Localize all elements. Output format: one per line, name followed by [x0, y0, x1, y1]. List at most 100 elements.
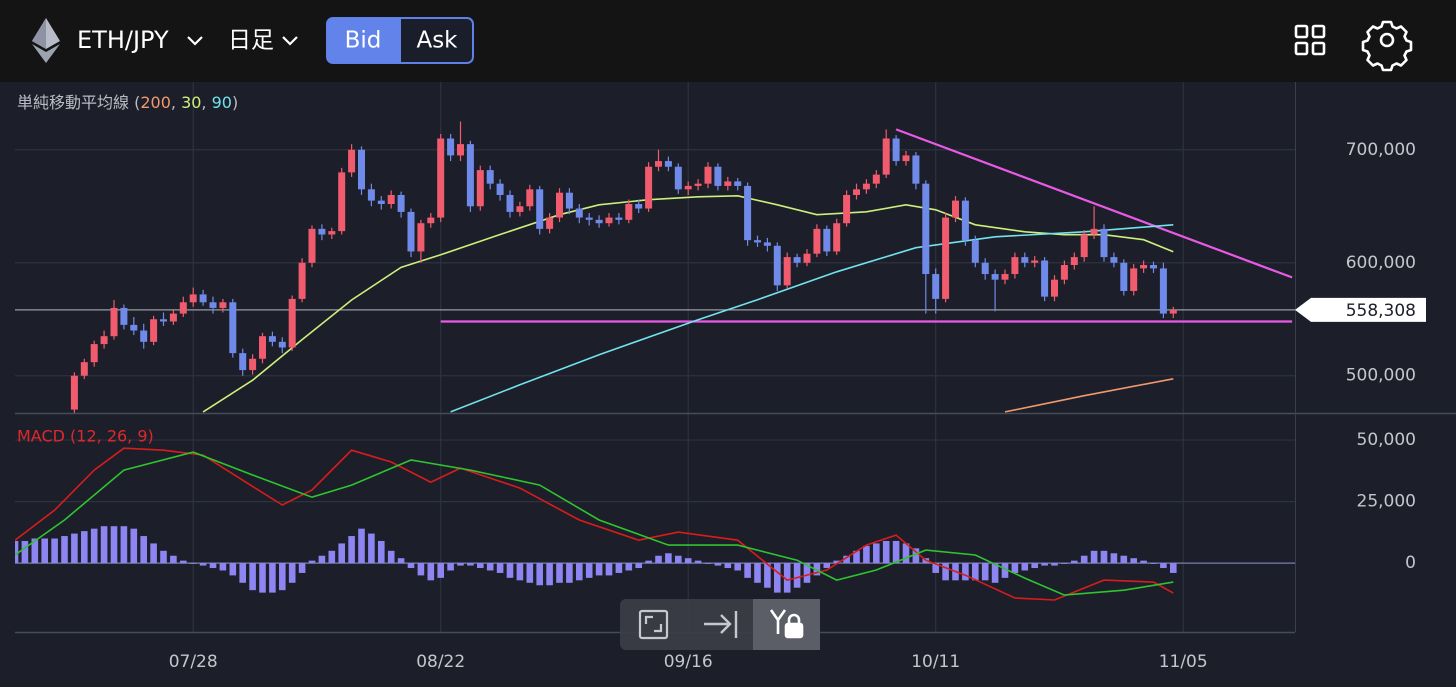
histogram-bar — [288, 563, 296, 583]
candle-body — [605, 217, 613, 224]
x-tick-label: 10/11 — [911, 652, 960, 672]
histogram-bar — [170, 555, 177, 564]
candle-body — [694, 183, 702, 186]
histogram-bar — [645, 560, 652, 564]
histogram-bar — [437, 563, 444, 578]
candle-body — [932, 274, 940, 299]
histogram-bar — [823, 563, 831, 569]
candle-body — [892, 138, 900, 162]
histogram-bar — [724, 563, 732, 569]
candle-body — [1090, 228, 1098, 235]
candle-body — [209, 302, 217, 308]
indicator-line — [1004, 378, 1174, 413]
histogram-bar — [61, 536, 68, 564]
candle-body — [922, 183, 930, 275]
layout-icon[interactable] — [1294, 24, 1326, 56]
pair-label[interactable]: ETH/JPY — [77, 26, 169, 54]
candle-body — [1051, 279, 1058, 297]
candle-body — [684, 185, 692, 190]
candle-body — [288, 298, 296, 348]
candle-body — [912, 155, 920, 184]
histogram-bar — [31, 538, 39, 564]
candle-body — [278, 341, 286, 348]
candle-body — [466, 144, 474, 207]
eth-logo — [32, 18, 60, 63]
histogram-bar — [41, 538, 48, 564]
histogram-bar — [239, 563, 246, 583]
histogram-bar — [902, 543, 910, 564]
y-tick-label: 50,000 — [1357, 430, 1416, 450]
candle-body — [813, 228, 821, 254]
candle-body — [793, 257, 801, 263]
histogram-bar — [71, 533, 78, 564]
histogram-bar — [348, 536, 355, 564]
histogram-bar — [655, 555, 662, 564]
candle-body — [397, 194, 405, 212]
settings-icon[interactable] — [1361, 20, 1413, 72]
candle-body — [744, 185, 752, 241]
histogram-bar — [942, 563, 949, 581]
candle-body — [80, 362, 88, 376]
candle-body — [1001, 274, 1009, 280]
candle-body — [239, 353, 247, 371]
candle-body — [1159, 268, 1167, 314]
candle-body — [348, 149, 356, 173]
candle-body — [536, 189, 544, 229]
candle-body — [674, 166, 682, 190]
candle-body — [70, 375, 78, 410]
legend-separator: ( — [129, 93, 140, 112]
histogram-bar — [90, 528, 98, 564]
fit-icon[interactable] — [638, 609, 669, 640]
candle-body — [734, 181, 742, 186]
ask-label[interactable]: Ask — [416, 28, 458, 54]
legend-title: 単純移動平均線 — [17, 93, 129, 112]
histogram-bar — [328, 550, 336, 564]
histogram-bar — [1071, 560, 1078, 564]
histogram-bar — [1031, 563, 1038, 569]
candle-body — [427, 217, 435, 224]
candle-body — [783, 257, 791, 286]
candle-body — [90, 344, 98, 363]
histogram-bar — [1090, 550, 1098, 564]
histogram-bar — [1110, 553, 1118, 564]
histogram-bar — [81, 531, 88, 564]
candle-body — [447, 138, 455, 156]
timeframe-dropdown-icon[interactable] — [282, 36, 298, 46]
candle-body — [833, 223, 841, 252]
lock-y-icon[interactable] — [769, 609, 804, 639]
candle-body — [724, 181, 732, 186]
bid-button[interactable] — [327, 18, 401, 63]
candle-body — [308, 228, 316, 263]
candle-body — [229, 302, 237, 354]
scroll-latest-icon[interactable] — [704, 611, 738, 638]
ma-legend: 単純移動平均線 (200, 30, 90) — [17, 93, 238, 112]
bid-label[interactable]: Bid — [345, 28, 382, 54]
timeframe-label[interactable]: 日足 — [228, 28, 274, 54]
candle-body — [130, 324, 138, 331]
histogram-bar — [1061, 563, 1068, 564]
histogram-bar — [556, 563, 563, 583]
histogram-bar — [269, 563, 276, 593]
candle-body — [565, 192, 573, 209]
pair-dropdown-icon[interactable] — [187, 36, 203, 46]
histogram-bar — [526, 563, 534, 583]
histogram-bar — [546, 563, 553, 586]
candle-body — [575, 208, 583, 218]
y-tick-label: 25,000 — [1357, 492, 1416, 512]
histogram-bar — [1170, 563, 1177, 573]
histogram-bar — [892, 540, 900, 564]
candle-body — [259, 336, 266, 359]
candle-body — [338, 172, 346, 232]
histogram-bar — [457, 563, 464, 566]
histogram-bar — [150, 543, 157, 564]
histogram-bar — [298, 563, 306, 573]
candle-body — [219, 302, 227, 308]
candle-body — [417, 223, 425, 252]
histogram-bar — [665, 553, 672, 564]
candle-body — [714, 166, 722, 186]
candle-body — [387, 194, 395, 205]
candle-body — [763, 242, 771, 246]
histogram-bar — [199, 563, 207, 566]
histogram-bar — [308, 560, 316, 564]
candle-body — [615, 217, 623, 220]
